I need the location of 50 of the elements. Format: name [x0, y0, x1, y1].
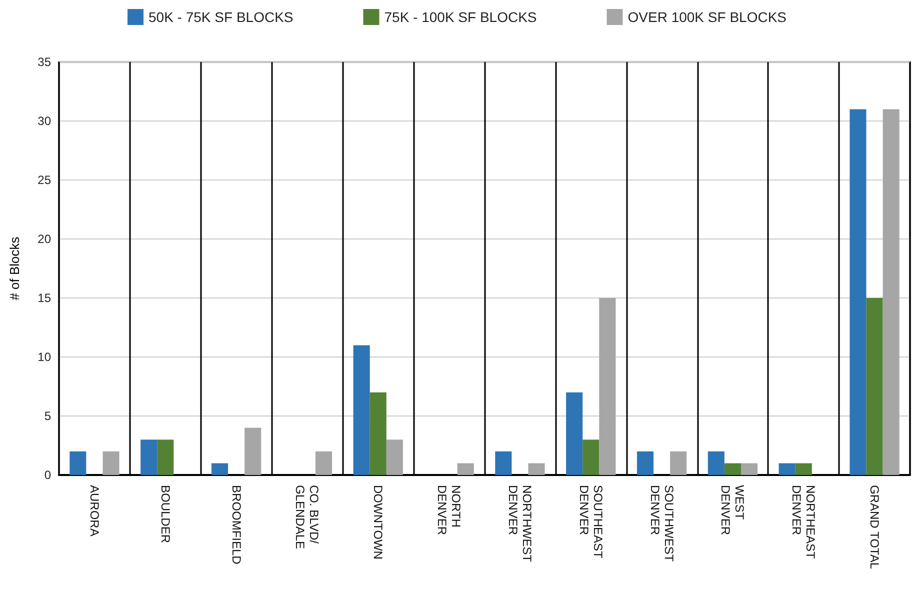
- bar: [315, 451, 332, 475]
- x-tick-label: BROOMFIELD: [229, 485, 244, 565]
- legend-label: OVER 100K SF BLOCKS: [628, 9, 786, 25]
- y-tick-label: 30: [38, 114, 52, 128]
- legend-label: 50K - 75K SF BLOCKS: [148, 9, 294, 25]
- x-tick-label: DOWNTOWN: [371, 485, 386, 560]
- bar: [582, 440, 600, 475]
- bar: [244, 428, 262, 475]
- x-tick-label: SOUTHEAST DENVER: [576, 485, 605, 560]
- x-tick-label: AURORA: [87, 485, 102, 536]
- bar: [495, 451, 512, 475]
- bar: [778, 463, 796, 475]
- bar: [866, 298, 883, 475]
- bar: [157, 440, 174, 475]
- x-tick-label: CO. BLVD/ GLENDALE: [293, 485, 322, 550]
- legend-label: 75K - 100K SF BLOCKS: [384, 9, 537, 25]
- x-tick-label: NORTHWEST DENVER: [506, 485, 534, 563]
- bar: [740, 463, 758, 475]
- bar: [528, 463, 545, 475]
- bar: [599, 298, 616, 475]
- y-tick-label: 0: [44, 468, 52, 482]
- bar: [386, 440, 403, 475]
- x-tick-label: SOUTHWEST DENVER: [648, 485, 676, 562]
- bar: [636, 451, 654, 475]
- y-tick-label: 10: [38, 350, 52, 364]
- x-tick-label: NORTHEAST DENVER: [790, 485, 818, 560]
- bar: [670, 451, 687, 475]
- bar: [102, 451, 120, 475]
- bar: [882, 109, 900, 475]
- y-tick-label: 35: [38, 55, 52, 69]
- x-tick-label: NORTH DENVER: [435, 485, 464, 536]
- bar: [353, 345, 370, 475]
- bar: [370, 392, 386, 475]
- bar: [566, 392, 583, 475]
- bar: [724, 463, 741, 475]
- x-tick-label: BOULDER: [158, 485, 172, 544]
- y-tick-label: 25: [38, 173, 52, 187]
- bar: [70, 451, 86, 475]
- x-tick-label: WEST DENVER: [718, 485, 747, 536]
- bar: [211, 463, 228, 475]
- y-axis-title: # of Blocks: [7, 236, 22, 300]
- bar: [140, 440, 158, 475]
- bar: [708, 451, 724, 475]
- x-tick-label: GRAND TOTAL: [868, 485, 882, 570]
- bar: [457, 463, 474, 475]
- bar: [850, 109, 866, 475]
- y-tick-label: 15: [38, 291, 52, 305]
- y-tick-label: 5: [44, 409, 52, 423]
- y-tick-label: 20: [38, 232, 52, 246]
- bar: [795, 463, 812, 475]
